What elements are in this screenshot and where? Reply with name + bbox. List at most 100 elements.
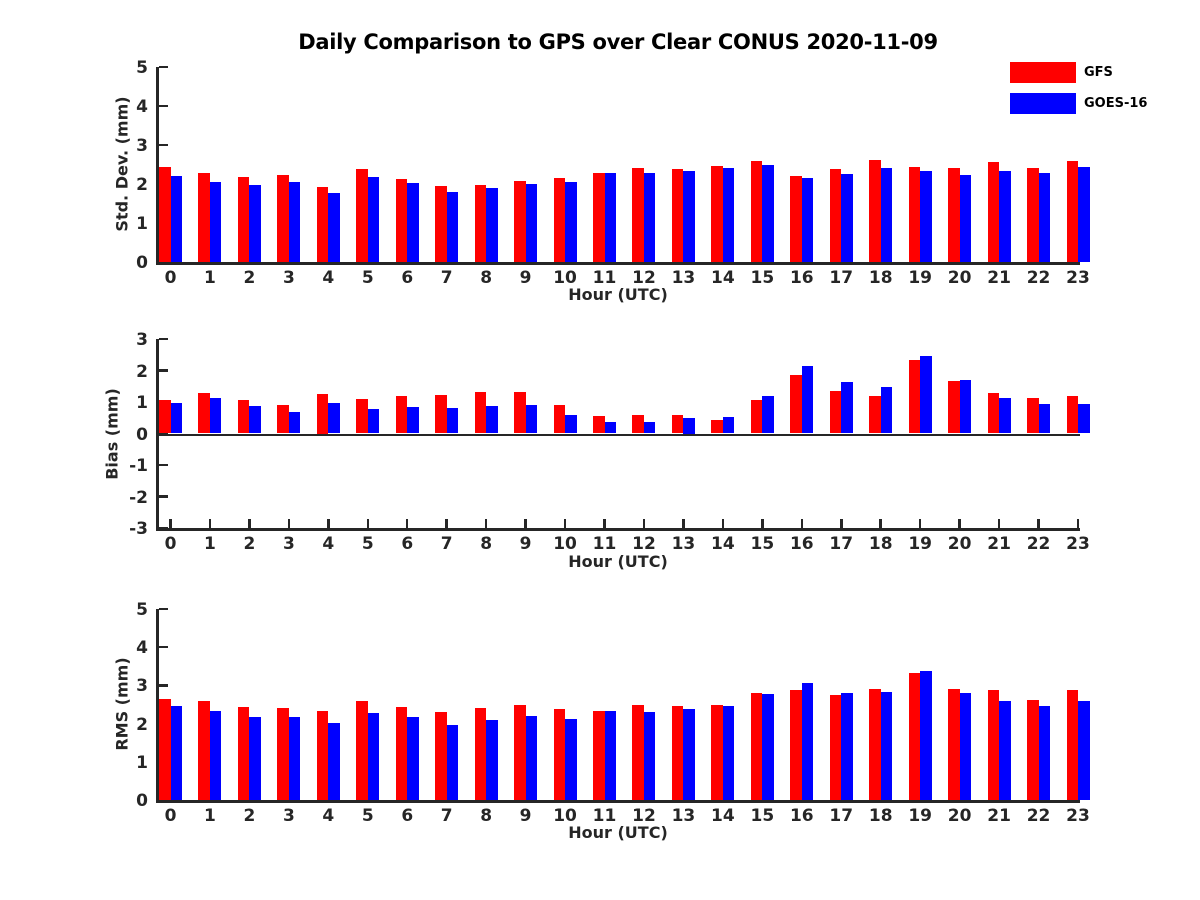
bar-goes16-hour-21 [999, 397, 1011, 434]
bias-xtick-label: 6 [401, 534, 414, 554]
bar-gfs-hour-12 [632, 705, 644, 800]
stddev-xtick-label: 22 [1026, 268, 1051, 288]
bias-xtick [1076, 519, 1080, 528]
bias-ytick-label: 0 [136, 424, 148, 445]
bar-gfs-hour-23 [1066, 161, 1078, 262]
bar-goes16-hour-16 [801, 178, 814, 262]
bias-xtick-label: 0 [164, 534, 177, 554]
bar-gfs-hour-22 [1027, 397, 1039, 434]
bar-goes16-hour-10 [565, 718, 577, 800]
bar-goes16-hour-14 [722, 168, 735, 262]
rms-xtick-label: 4 [322, 806, 335, 826]
bar-goes16-hour-13 [683, 171, 695, 262]
bar-gfs-hour-20 [948, 168, 960, 262]
rms-xtick-label: 23 [1066, 806, 1090, 826]
bar-goes16-hour-3 [288, 181, 301, 262]
stddev-ytick-label: 2 [136, 175, 148, 195]
bar-gfs-hour-10 [553, 177, 566, 262]
bias-xtick-label: 15 [750, 534, 775, 554]
bar-gfs-hour-6 [395, 707, 408, 800]
bar-gfs-hour-19 [908, 167, 921, 262]
bias-ytick-label: -2 [129, 487, 148, 508]
bias-xtick [800, 519, 804, 528]
bias-ytick [158, 369, 168, 372]
bias-xtick [445, 519, 448, 528]
bar-goes16-hour-1 [209, 181, 222, 262]
bar-goes16-hour-7 [446, 725, 459, 800]
bar-goes16-hour-3 [288, 412, 301, 434]
legend-item-goes16: GOES-16 [1010, 93, 1147, 114]
bias-ytick-label: -3 [129, 519, 148, 539]
rms-ytick-label: 4 [136, 638, 148, 659]
bias-ytick [158, 526, 168, 530]
rms-xtick-label: 22 [1026, 806, 1051, 826]
rms-xtick-label: 20 [947, 806, 972, 826]
stddev-xtick-label: 2 [243, 268, 256, 288]
bar-gfs-hour-5 [356, 169, 368, 262]
bar-gfs-hour-8 [474, 184, 487, 262]
stddev-ytick-label: 0 [136, 253, 148, 273]
rms-xtick-label: 16 [789, 806, 814, 826]
bar-gfs-hour-8 [474, 391, 487, 434]
bar-goes16-hour-23 [1078, 404, 1090, 434]
bar-goes16-hour-15 [762, 395, 774, 434]
bias-xtick [327, 519, 330, 528]
bar-goes16-hour-23 [1078, 166, 1090, 262]
bar-goes16-hour-16 [801, 683, 814, 800]
bar-gfs-hour-15 [750, 400, 763, 434]
stddev-xtick-label: 13 [671, 268, 696, 288]
rms-xtick-label: 8 [480, 806, 493, 826]
bar-gfs-hour-18 [869, 159, 881, 262]
bias-xtick [366, 519, 370, 528]
bar-gfs-hour-7 [435, 395, 447, 434]
bar-gfs-hour-12 [632, 415, 644, 434]
bias-xtick-label: 16 [789, 534, 814, 554]
bar-goes16-hour-20 [959, 379, 972, 434]
stddev-xtick-label: 14 [711, 268, 735, 288]
bias-zero-line [156, 433, 1080, 436]
bar-goes16-hour-19 [920, 670, 932, 800]
bias-xtick [958, 519, 961, 528]
stddev-ytick [158, 260, 168, 264]
bar-gfs-hour-11 [593, 416, 605, 434]
bar-goes16-hour-18 [880, 387, 893, 434]
bias-x-spine [156, 528, 1080, 531]
bar-gfs-hour-20 [948, 381, 960, 434]
bar-goes16-hour-7 [446, 407, 459, 434]
bar-gfs-hour-21 [987, 689, 1000, 800]
bar-goes16-hour-12 [643, 173, 656, 262]
bias-xtick-label: 4 [322, 534, 335, 554]
bias-xtick [208, 519, 212, 528]
bar-gfs-hour-6 [395, 179, 408, 262]
bar-gfs-hour-17 [829, 169, 842, 262]
bar-gfs-hour-11 [593, 710, 605, 800]
bias-xtick-label: 19 [908, 534, 933, 554]
bar-gfs-hour-20 [948, 689, 960, 800]
bar-goes16-hour-5 [367, 409, 380, 434]
bar-gfs-hour-16 [790, 176, 802, 262]
bar-gfs-hour-18 [869, 396, 881, 434]
rms-xtick-label: 18 [868, 806, 893, 826]
bar-goes16-hour-0 [170, 402, 182, 434]
bar-goes16-hour-9 [525, 715, 538, 800]
bar-goes16-hour-4 [328, 402, 340, 434]
bias-xtick [1037, 519, 1040, 528]
bias-xtick [169, 519, 172, 528]
rms-xtick-label: 2 [243, 806, 256, 826]
bar-gfs-hour-17 [829, 391, 842, 434]
bar-gfs-hour-0 [159, 698, 171, 800]
rms-xtick-label: 9 [519, 806, 532, 826]
bar-gfs-hour-16 [790, 375, 802, 434]
bar-gfs-hour-17 [829, 694, 842, 800]
bias-ytick-label: 2 [136, 361, 148, 382]
bias-xtick [248, 519, 251, 528]
bar-goes16-hour-3 [288, 716, 301, 800]
bar-goes16-hour-9 [525, 404, 538, 434]
bias-ytick [158, 463, 168, 467]
stddev-x-axis-label: Hour (UTC) [568, 285, 668, 304]
bias-xtick-label: 18 [868, 534, 893, 554]
bar-gfs-hour-10 [553, 709, 566, 800]
legend: GFS GOES-16 [1010, 62, 1147, 124]
bias-xtick-label: 5 [361, 534, 374, 554]
bar-gfs-hour-11 [593, 173, 605, 262]
